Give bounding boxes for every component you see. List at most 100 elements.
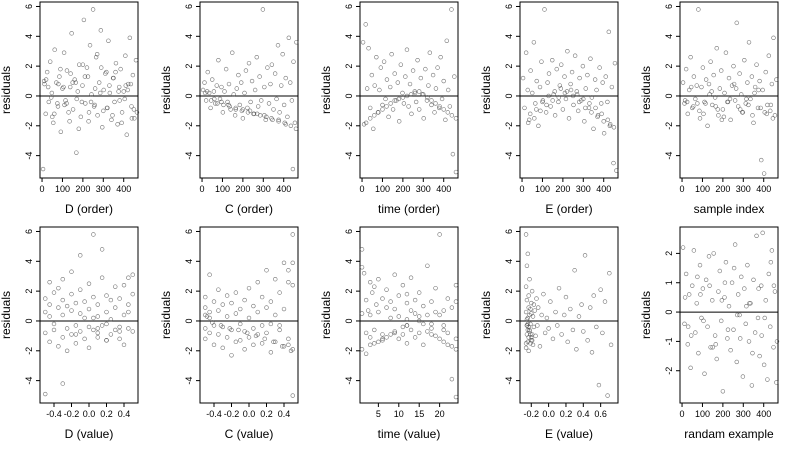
panel-9-x-tick-label: 0.6 [594, 409, 607, 419]
panel-1-point [48, 59, 53, 64]
panel-7-point [211, 299, 217, 304]
panel-5-point [703, 77, 709, 82]
panel-2-point [232, 113, 238, 118]
panel-10-point [734, 312, 740, 318]
panel-9-point [546, 326, 551, 331]
panel-7-x-tick-label: 0.2 [260, 409, 273, 419]
panel-9-point [523, 345, 529, 351]
panel-5-point [721, 114, 727, 120]
panel-8-point [372, 284, 377, 289]
panel-8-point [449, 305, 455, 310]
panel-10-point [719, 318, 724, 324]
panel-7-point [271, 339, 276, 345]
panel-9-point [608, 342, 614, 348]
panel-1-point [117, 84, 122, 90]
panel-1-point [80, 62, 86, 67]
panel-8-point [370, 290, 375, 295]
panel-9-point [524, 263, 530, 268]
panel-9-point [527, 277, 532, 282]
panel-7-point [286, 279, 291, 285]
panel-7: -0.4 -0.2 0.0 0.2 0.4 -4 -2 0 2 4 6 C (value) residu… [159, 226, 299, 441]
panel-6-y-tick-label: 4 [24, 259, 34, 264]
panel-1-point [90, 7, 96, 12]
panel-8-point [445, 296, 450, 301]
panel-8-point [368, 335, 373, 340]
panel-7-point [286, 268, 291, 273]
panel-7-point [286, 342, 291, 348]
panel-4-x-tick-label: 300 [576, 184, 591, 194]
panel-5-point [691, 74, 697, 79]
panel-1-point [129, 116, 135, 121]
panel-5-point [714, 46, 719, 51]
panel-5-point [763, 69, 768, 75]
panel-3-point [443, 117, 448, 123]
panel-2-point [283, 122, 288, 127]
panel-4-point [574, 92, 580, 97]
panel-7-point [220, 302, 225, 307]
panel-8-point [392, 329, 397, 334]
panel-1-point [133, 57, 139, 63]
panel-8-point [437, 336, 442, 342]
panel-10-point [682, 295, 688, 300]
panel-8-point [421, 342, 426, 348]
panel-6-point [60, 297, 65, 303]
panel-1-point [104, 69, 109, 75]
panel-10-point [742, 286, 747, 291]
panel-4-point [532, 116, 537, 121]
panel-2-point [245, 105, 250, 111]
panel-5-y-tick-label: 2 [664, 64, 674, 69]
panel-4-point [563, 96, 569, 102]
panel-7-y-tick-label: 6 [184, 229, 194, 234]
panel-5-point [759, 157, 764, 163]
panel-6-point [56, 285, 61, 291]
panel-4-point [546, 93, 551, 99]
panel-2-point [230, 50, 235, 55]
panel-8-point [380, 336, 385, 342]
panel-8-y-tick-label: 4 [344, 259, 354, 264]
panel-9-point [576, 314, 582, 319]
panel-5-point [682, 98, 688, 103]
panel-10-y-tick-label: 0 [664, 310, 674, 315]
panel-9-point [527, 329, 532, 334]
panel-8-y-axis-label: residuals [319, 291, 333, 339]
panel-10-y-tick-label: 1 [664, 280, 674, 285]
panel-1-point [101, 87, 106, 93]
panel-8-y-tick-label: -4 [344, 377, 354, 385]
panel-3-point [452, 74, 457, 79]
panel-5-point [717, 86, 723, 91]
panel-7-y-axis-label: residuals [159, 291, 173, 339]
panel-4-point [533, 101, 538, 106]
panel-3-point [368, 105, 373, 111]
panel-7-point [246, 335, 252, 340]
panel-9-y-tick-label: 6 [504, 229, 514, 234]
panel-10-point [701, 318, 706, 324]
panel-8-point [363, 297, 369, 303]
panel-2-point [208, 105, 213, 111]
panel-3-point [417, 89, 422, 94]
panel-6-x-tick-label: 0.2 [100, 409, 113, 419]
panel-1-point [70, 107, 76, 112]
panel-10-point [714, 356, 719, 362]
panel-2-y-tick-label: 0 [184, 93, 194, 98]
panel-8-point [380, 332, 385, 337]
panel-9-point [523, 232, 529, 237]
panel-2-y-tick-label: 4 [184, 34, 194, 39]
panel-7-x-axis-label: C (value) [225, 427, 274, 441]
panel-8-point [441, 308, 446, 313]
panel-1-point [52, 47, 57, 52]
panel-4-point [612, 60, 618, 66]
panel-8-point [388, 299, 393, 304]
panel-6-point [64, 348, 70, 353]
panel-1-point [92, 86, 98, 91]
panel-1-point [67, 119, 72, 124]
panel-5-point [739, 92, 744, 97]
panel-7-point [216, 287, 221, 292]
panel-7-point [277, 327, 282, 333]
panel-8-point [453, 336, 459, 342]
panel-7-point [259, 341, 265, 346]
panel-2-point [281, 102, 287, 108]
panel-7-point [238, 338, 243, 343]
panel-7-point [255, 279, 260, 285]
panel-1-y-tick-label: -2 [24, 122, 34, 130]
panel-7-point [288, 348, 294, 353]
